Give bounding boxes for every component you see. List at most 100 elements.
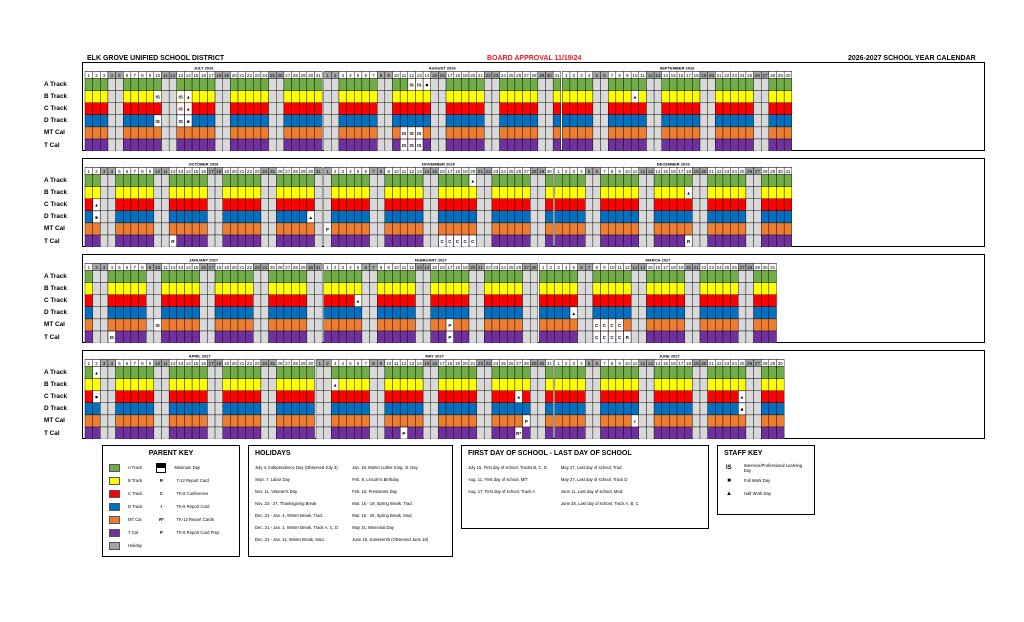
day-cell (191, 174, 200, 187)
day-cell (522, 402, 531, 416)
day-cell (422, 222, 431, 236)
day-number: 10 (625, 361, 631, 366)
day-cell (176, 186, 185, 199)
day-cell (407, 306, 416, 320)
day-cell (392, 234, 401, 247)
day-cell (253, 402, 262, 416)
day-cell (283, 186, 292, 199)
day-cell (253, 390, 262, 404)
day-cell (161, 138, 170, 151)
first-last-item: July 15, First day of school, Tracks B, … (468, 464, 547, 470)
day-cell (369, 366, 378, 379)
day-cell (507, 318, 516, 332)
day-number: 7 (588, 265, 591, 270)
day-cell (722, 78, 731, 91)
day-cell (283, 234, 292, 247)
day-cell (730, 330, 739, 343)
day-cell (577, 390, 586, 404)
day-cell (753, 198, 762, 212)
day-number: 7 (603, 169, 606, 174)
day-cell (407, 294, 416, 308)
day-cell (146, 330, 155, 343)
day-number: 6 (603, 73, 606, 78)
day-cell (92, 174, 101, 187)
day-cell (253, 210, 262, 224)
day-number: 21 (709, 361, 715, 366)
day-cell (761, 414, 770, 428)
day-cell (276, 390, 285, 404)
day-cell (168, 282, 178, 295)
day-cell (230, 330, 239, 343)
day-cell (123, 366, 132, 379)
day-number: 4 (110, 265, 113, 270)
day-cell (468, 306, 477, 320)
day-cell (146, 198, 155, 212)
day-cell (768, 414, 777, 428)
day-cell (669, 198, 678, 212)
day-cell (491, 102, 500, 116)
day-cell (369, 78, 378, 91)
day-number: 3 (580, 73, 583, 78)
day-cell (377, 222, 386, 236)
day-cell (377, 318, 386, 332)
day-cell (761, 318, 770, 332)
mark-cell (616, 331, 624, 343)
day-cell (569, 174, 578, 187)
day-cell (554, 414, 563, 428)
day-cell (168, 330, 178, 343)
day-cell (646, 138, 655, 151)
day-cell (392, 90, 401, 103)
day-cell (84, 210, 93, 224)
day-cell (130, 222, 139, 236)
mark-cell (438, 235, 446, 247)
day-cell (298, 282, 308, 295)
day-cell (577, 294, 586, 308)
day-cell (615, 306, 624, 320)
day-cell (361, 282, 370, 295)
day-cell (361, 390, 370, 404)
day-cell (707, 330, 716, 343)
day-cell (707, 270, 716, 283)
day-cell (684, 294, 693, 308)
day-cell (176, 294, 185, 308)
mark-cell (600, 319, 608, 331)
day-cell (100, 306, 109, 320)
day-cell (92, 138, 101, 151)
day-cell (268, 186, 277, 199)
day-mark: C (618, 323, 622, 328)
day-cell (399, 102, 408, 116)
day-cell (331, 138, 340, 151)
day-number: 19 (224, 169, 230, 174)
day-number: 25 (724, 265, 730, 270)
day-cell (585, 282, 594, 295)
day-number: 5 (357, 73, 360, 78)
day-number: 18 (686, 361, 692, 366)
day-cell (545, 378, 554, 391)
day-cell (306, 390, 315, 404)
day-cell (314, 330, 323, 343)
day-cell (461, 366, 470, 379)
day-cell (199, 282, 208, 295)
day-cell (638, 378, 647, 391)
day-number: 1 (326, 169, 329, 174)
day-number: 21 (478, 169, 484, 174)
day-cell (676, 294, 685, 308)
day-cell (730, 270, 739, 283)
mark-cell (593, 331, 601, 343)
parent-key-swatch-item: D Track (109, 500, 142, 513)
day-cell (562, 366, 571, 379)
day-cell (623, 114, 632, 128)
day-cell (291, 402, 300, 416)
day-cell (699, 402, 708, 416)
day-cell (191, 78, 200, 91)
day-cell (768, 402, 777, 416)
day-cell (539, 318, 548, 332)
day-mark: P (448, 335, 451, 340)
day-cell (507, 402, 516, 416)
day-number: 8 (141, 169, 144, 174)
day-cell (407, 426, 416, 439)
mark-cell (515, 391, 523, 403)
day-cell (646, 318, 655, 332)
day-cell (222, 186, 231, 199)
day-cell (346, 306, 355, 320)
